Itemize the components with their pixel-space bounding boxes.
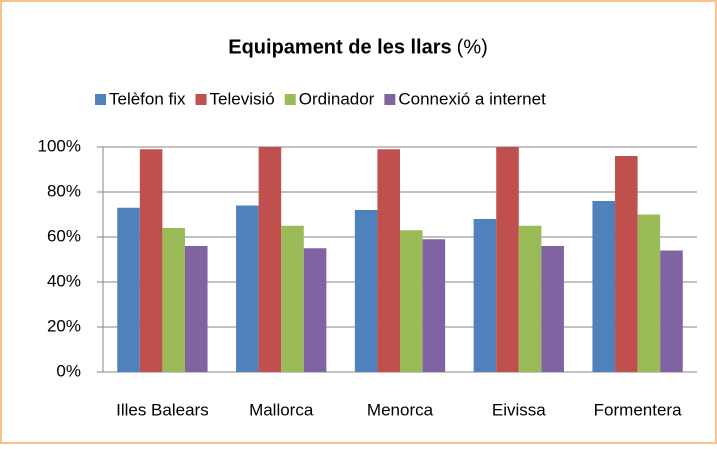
x-tick-label: Illes Balears	[116, 400, 209, 419]
legend-label: Televisió	[210, 89, 275, 108]
bar	[637, 214, 661, 372]
bar	[303, 248, 327, 372]
bar	[281, 225, 304, 372]
y-tick-label: 20%	[47, 316, 81, 335]
bar	[377, 149, 400, 372]
bar	[592, 201, 616, 372]
legend-swatch	[284, 94, 296, 105]
bar	[473, 219, 497, 372]
bar	[615, 156, 638, 372]
x-tick-label: Formentera	[594, 400, 682, 419]
legend-label: Ordinador	[299, 89, 375, 108]
y-tick-label: 60%	[47, 226, 81, 245]
bar	[258, 147, 282, 372]
x-tick-label: Mallorca	[249, 400, 314, 419]
bar	[422, 239, 446, 372]
legend-swatch	[95, 94, 106, 105]
bar	[518, 225, 542, 372]
bar	[496, 147, 519, 372]
bar	[184, 246, 208, 372]
bar	[400, 230, 423, 372]
legend-label: Telèfon fix	[109, 89, 186, 108]
y-tick-label: 100%	[38, 136, 81, 155]
chart-title-unit: (%)	[457, 36, 488, 58]
x-tick-label: Menorca	[367, 400, 434, 419]
chart-title: Equipament de les llars	[228, 36, 451, 58]
legend-swatch	[384, 94, 396, 105]
bar	[541, 246, 564, 372]
bar	[139, 149, 163, 372]
y-tick-label: 80%	[47, 181, 81, 200]
y-tick-label: 40%	[47, 271, 81, 290]
x-tick-label: Eivissa	[492, 400, 546, 419]
legend-swatch	[195, 94, 207, 105]
legend-label: Connexió a internet	[398, 89, 546, 108]
bar	[660, 250, 683, 372]
bar	[117, 207, 140, 372]
bar	[236, 205, 259, 372]
bar	[162, 228, 185, 372]
bar	[354, 210, 378, 372]
y-tick-label: 0%	[56, 361, 81, 380]
